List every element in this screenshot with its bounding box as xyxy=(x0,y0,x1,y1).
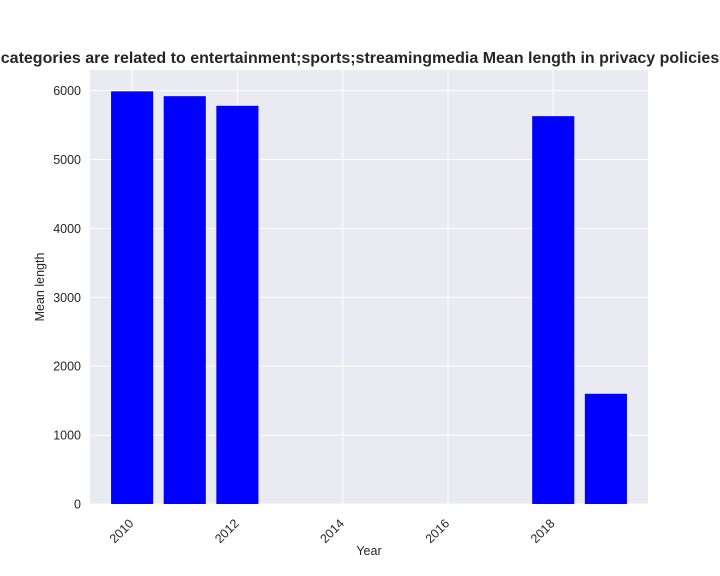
y-tick-label: 5000 xyxy=(53,153,81,167)
x-tick-label: 2012 xyxy=(212,516,242,546)
y-tick-label: 3000 xyxy=(53,291,81,305)
y-tick-label: 6000 xyxy=(53,84,81,98)
y-axis-label: Mean length xyxy=(33,253,47,322)
bar-2010 xyxy=(111,91,154,504)
x-tick-label: 2010 xyxy=(107,516,137,546)
bars xyxy=(111,91,627,505)
chart-title: categories are related to entertainment;… xyxy=(1,50,720,67)
y-tick-label: 0 xyxy=(74,498,81,512)
x-tick-label: 2016 xyxy=(423,516,453,546)
bar-2011 xyxy=(163,96,206,504)
bar-2018 xyxy=(532,116,575,505)
y-tick-label: 1000 xyxy=(53,429,81,443)
bar-2012 xyxy=(216,105,259,505)
y-tick-label: 4000 xyxy=(53,222,81,236)
x-tick-label: 2014 xyxy=(317,516,347,546)
y-axis-ticks: 0 1000 2000 3000 4000 5000 6000 xyxy=(53,84,81,511)
x-axis-label: Year xyxy=(356,544,381,558)
y-tick-label: 2000 xyxy=(53,360,81,374)
x-tick-label: 2018 xyxy=(528,516,558,546)
x-axis-ticks: 2010 2012 2014 2016 2018 xyxy=(107,516,558,546)
bar-2019 xyxy=(584,393,627,504)
